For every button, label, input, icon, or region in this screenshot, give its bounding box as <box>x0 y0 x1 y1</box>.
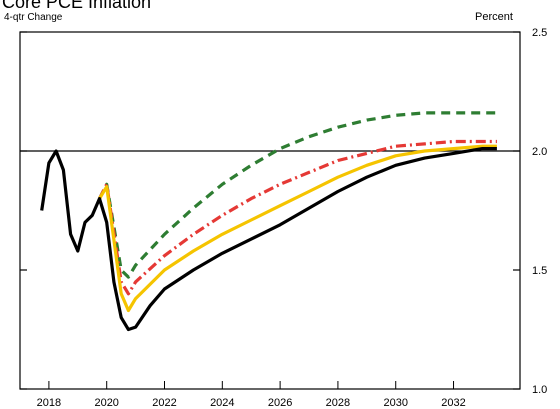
x-tick-label: 2032 <box>441 397 465 409</box>
y-tick-label: 2.0 <box>532 146 547 158</box>
series-line <box>40 147 497 332</box>
chart-title: Core PCE Inflation <box>2 0 151 12</box>
chart-subtitle: 4-qtr Change <box>4 12 63 23</box>
y-tick-label: 1.0 <box>532 384 547 396</box>
x-tick-label: 2020 <box>94 397 118 409</box>
series-line <box>98 144 497 313</box>
y-tick-label: 1.5 <box>532 265 547 277</box>
x-tick-label: 2026 <box>268 397 292 409</box>
x-tick-label: 2028 <box>326 397 350 409</box>
x-tick-label: 2024 <box>210 397 234 409</box>
x-tick-label: 2022 <box>152 397 176 409</box>
x-tick-label: 2018 <box>37 397 61 409</box>
plot-frame <box>19 31 521 390</box>
y-tick-label: 2.5 <box>532 27 547 39</box>
x-tick-label: 2030 <box>383 397 407 409</box>
series-line <box>98 139 497 296</box>
y-axis-label: Percent <box>475 11 513 23</box>
series-line <box>98 111 497 279</box>
